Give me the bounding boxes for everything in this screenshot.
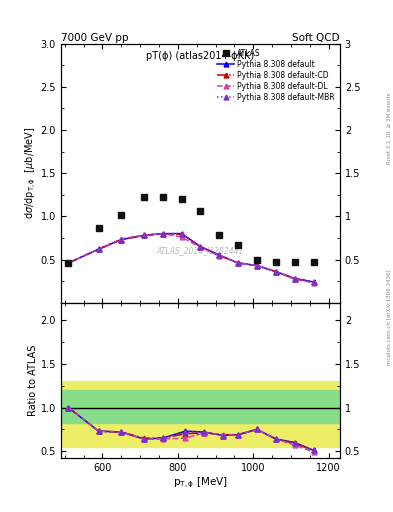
Pythia 8.308 default-CD	[119, 237, 124, 243]
Pythia 8.308 default-DL	[198, 244, 203, 250]
ATLAS	[66, 260, 71, 266]
X-axis label: p$_{\rm T,\phi}$ [MeV]: p$_{\rm T,\phi}$ [MeV]	[173, 476, 228, 490]
Pythia 8.308 default-MBR	[311, 279, 316, 285]
Line: Pythia 8.308 default-CD: Pythia 8.308 default-CD	[66, 231, 316, 284]
Pythia 8.308 default-MBR	[179, 230, 184, 237]
Line: Pythia 8.308 default-DL: Pythia 8.308 default-DL	[66, 231, 316, 285]
Text: ATLAS_2014_I1282441: ATLAS_2014_I1282441	[157, 246, 244, 255]
Pythia 8.308 default-CD	[66, 260, 71, 266]
Pythia 8.308 default	[179, 230, 184, 237]
Pythia 8.308 default-MBR	[160, 230, 165, 237]
Pythia 8.308 default-CD	[236, 260, 241, 266]
Pythia 8.308 default	[236, 260, 241, 266]
Pythia 8.308 default-MBR	[236, 260, 241, 266]
Pythia 8.308 default-MBR	[66, 260, 71, 266]
Pythia 8.308 default-DL	[96, 246, 101, 252]
Line: ATLAS: ATLAS	[65, 194, 317, 266]
ATLAS	[96, 225, 101, 231]
Pythia 8.308 default-DL	[274, 268, 278, 274]
Text: pT(ϕ) (atlas2014-ϕKK): pT(ϕ) (atlas2014-ϕKK)	[146, 51, 255, 61]
ATLAS	[255, 257, 259, 263]
Pythia 8.308 default-DL	[255, 263, 259, 269]
ATLAS	[160, 194, 165, 200]
Pythia 8.308 default	[292, 275, 297, 282]
Pythia 8.308 default-DL	[292, 276, 297, 283]
Legend: ATLAS, Pythia 8.308 default, Pythia 8.308 default-CD, Pythia 8.308 default-DL, P: ATLAS, Pythia 8.308 default, Pythia 8.30…	[216, 47, 336, 103]
Pythia 8.308 default-CD	[311, 279, 316, 285]
Pythia 8.308 default-CD	[198, 244, 203, 250]
ATLAS	[198, 208, 203, 214]
Pythia 8.308 default	[274, 268, 278, 274]
Pythia 8.308 default	[66, 260, 71, 266]
Pythia 8.308 default-MBR	[141, 232, 146, 239]
Pythia 8.308 default	[255, 263, 259, 269]
ATLAS	[311, 259, 316, 265]
Pythia 8.308 default-CD	[255, 263, 259, 269]
Pythia 8.308 default-CD	[292, 275, 297, 282]
Pythia 8.308 default-DL	[311, 280, 316, 286]
Y-axis label: d$\sigma$/dp$_{\rm T,\phi}$  [$\mu$b/MeV]: d$\sigma$/dp$_{\rm T,\phi}$ [$\mu$b/MeV]	[23, 127, 38, 219]
Pythia 8.308 default-CD	[160, 230, 165, 237]
Pythia 8.308 default	[198, 244, 203, 250]
ATLAS	[179, 196, 184, 202]
Pythia 8.308 default-MBR	[274, 268, 278, 274]
ATLAS	[217, 232, 222, 239]
Pythia 8.308 default-CD	[141, 232, 146, 239]
ATLAS	[119, 211, 124, 218]
Pythia 8.308 default	[160, 230, 165, 237]
Text: Soft QCD: Soft QCD	[292, 33, 340, 44]
Pythia 8.308 default-DL	[119, 236, 124, 242]
Text: 7000 GeV pp: 7000 GeV pp	[61, 33, 129, 44]
Line: Pythia 8.308 default-MBR: Pythia 8.308 default-MBR	[66, 231, 316, 284]
Pythia 8.308 default-MBR	[255, 263, 259, 269]
ATLAS	[236, 242, 241, 248]
Pythia 8.308 default-DL	[179, 234, 184, 240]
Pythia 8.308 default-CD	[179, 231, 184, 238]
Pythia 8.308 default-DL	[160, 230, 165, 237]
Pythia 8.308 default-MBR	[96, 246, 101, 252]
Pythia 8.308 default-CD	[274, 268, 278, 274]
Line: Pythia 8.308 default: Pythia 8.308 default	[66, 231, 316, 284]
Pythia 8.308 default	[311, 279, 316, 285]
Pythia 8.308 default-MBR	[119, 237, 124, 243]
Pythia 8.308 default	[217, 252, 222, 258]
Pythia 8.308 default-DL	[141, 232, 146, 239]
Pythia 8.308 default-DL	[236, 260, 241, 266]
Pythia 8.308 default	[96, 246, 101, 252]
Pythia 8.308 default-CD	[217, 252, 222, 258]
Pythia 8.308 default-CD	[96, 246, 101, 252]
Text: mcplots.cern.ch [arXiv:1306.3436]: mcplots.cern.ch [arXiv:1306.3436]	[387, 270, 391, 365]
Pythia 8.308 default-MBR	[198, 244, 203, 250]
Pythia 8.308 default-DL	[66, 260, 71, 266]
ATLAS	[292, 259, 297, 265]
Pythia 8.308 default-MBR	[217, 252, 222, 258]
Pythia 8.308 default-DL	[217, 253, 222, 259]
ATLAS	[274, 259, 278, 265]
Pythia 8.308 default	[141, 232, 146, 239]
Y-axis label: Ratio to ATLAS: Ratio to ATLAS	[28, 345, 38, 416]
Pythia 8.308 default-MBR	[292, 275, 297, 282]
Text: Rivet 3.1.10, ≥ 3M events: Rivet 3.1.10, ≥ 3M events	[387, 92, 391, 164]
Pythia 8.308 default	[119, 237, 124, 243]
ATLAS	[141, 194, 146, 200]
